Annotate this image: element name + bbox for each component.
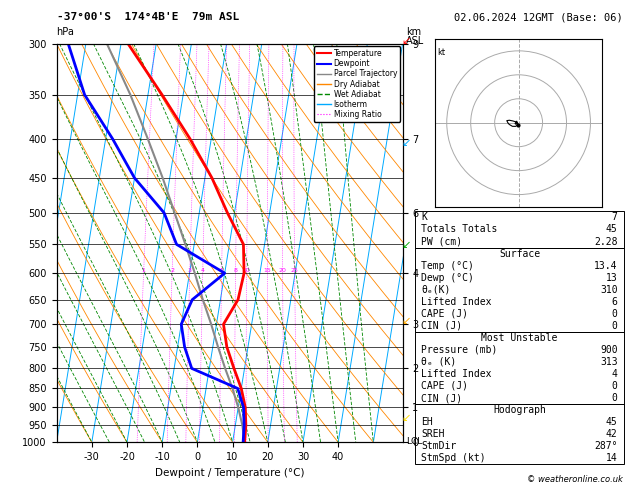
Text: CAPE (J): CAPE (J)	[421, 381, 469, 391]
Text: 900: 900	[600, 345, 618, 355]
Text: Lifted Index: Lifted Index	[421, 297, 492, 307]
Text: 10: 10	[243, 268, 250, 273]
Text: 7: 7	[612, 212, 618, 223]
Text: 0: 0	[612, 381, 618, 391]
Text: 4: 4	[612, 369, 618, 379]
Text: Lifted Index: Lifted Index	[421, 369, 492, 379]
Text: ↙: ↙	[401, 316, 410, 326]
Text: 4: 4	[201, 268, 204, 273]
Text: 0: 0	[612, 309, 618, 319]
Text: θₑ(K): θₑ(K)	[421, 285, 451, 295]
Text: 0: 0	[612, 321, 618, 331]
Text: 310: 310	[600, 285, 618, 295]
Text: hPa: hPa	[57, 27, 74, 37]
Legend: Temperature, Dewpoint, Parcel Trajectory, Dry Adiabat, Wet Adiabat, Isotherm, Mi: Temperature, Dewpoint, Parcel Trajectory…	[314, 46, 400, 122]
Text: 42: 42	[606, 429, 618, 439]
Text: Dewp (°C): Dewp (°C)	[421, 273, 474, 283]
Text: Pressure (mb): Pressure (mb)	[421, 345, 498, 355]
Text: 1: 1	[142, 268, 145, 273]
Text: 313: 313	[600, 357, 618, 367]
Text: K: K	[421, 212, 427, 223]
Text: ↙: ↙	[401, 36, 410, 46]
Text: Most Unstable: Most Unstable	[481, 333, 558, 343]
Text: 25: 25	[291, 268, 299, 273]
Text: Hodograph: Hodograph	[493, 405, 546, 415]
Text: PW (cm): PW (cm)	[421, 237, 462, 246]
Text: StmDir: StmDir	[421, 441, 457, 451]
Text: ↙: ↙	[401, 139, 410, 148]
Text: ↙: ↙	[401, 413, 410, 423]
Text: 2: 2	[170, 268, 174, 273]
Text: 6: 6	[612, 297, 618, 307]
Text: © weatheronline.co.uk: © weatheronline.co.uk	[527, 474, 623, 484]
Text: 20: 20	[279, 268, 287, 273]
Text: 0: 0	[612, 393, 618, 403]
Text: 13.4: 13.4	[594, 260, 618, 271]
Text: 6: 6	[220, 268, 223, 273]
Text: SREH: SREH	[421, 429, 445, 439]
Text: EH: EH	[421, 417, 433, 427]
Text: 15: 15	[264, 268, 271, 273]
Text: LCL: LCL	[406, 437, 422, 446]
Text: CIN (J): CIN (J)	[421, 321, 462, 331]
Text: 8: 8	[233, 268, 238, 273]
Text: -37°00'S  174°4B'E  79m ASL: -37°00'S 174°4B'E 79m ASL	[57, 12, 239, 22]
Text: StmSpd (kt): StmSpd (kt)	[421, 453, 486, 463]
Text: 13: 13	[606, 273, 618, 283]
Text: 287°: 287°	[594, 441, 618, 451]
Text: kt: kt	[437, 49, 445, 57]
Text: Totals Totals: Totals Totals	[421, 225, 498, 234]
Text: 45: 45	[606, 417, 618, 427]
Text: 2.28: 2.28	[594, 237, 618, 246]
Text: 02.06.2024 12GMT (Base: 06): 02.06.2024 12GMT (Base: 06)	[454, 12, 623, 22]
Text: CIN (J): CIN (J)	[421, 393, 462, 403]
Text: 45: 45	[606, 225, 618, 234]
Text: km: km	[406, 27, 421, 37]
Text: ASL: ASL	[406, 36, 424, 47]
Text: Temp (°C): Temp (°C)	[421, 260, 474, 271]
X-axis label: Dewpoint / Temperature (°C): Dewpoint / Temperature (°C)	[155, 468, 304, 478]
Text: θₑ (K): θₑ (K)	[421, 357, 457, 367]
Text: 14: 14	[606, 453, 618, 463]
Text: CAPE (J): CAPE (J)	[421, 309, 469, 319]
Text: 3: 3	[187, 268, 192, 273]
Text: ↙: ↙	[401, 241, 410, 250]
Text: Surface: Surface	[499, 248, 540, 259]
